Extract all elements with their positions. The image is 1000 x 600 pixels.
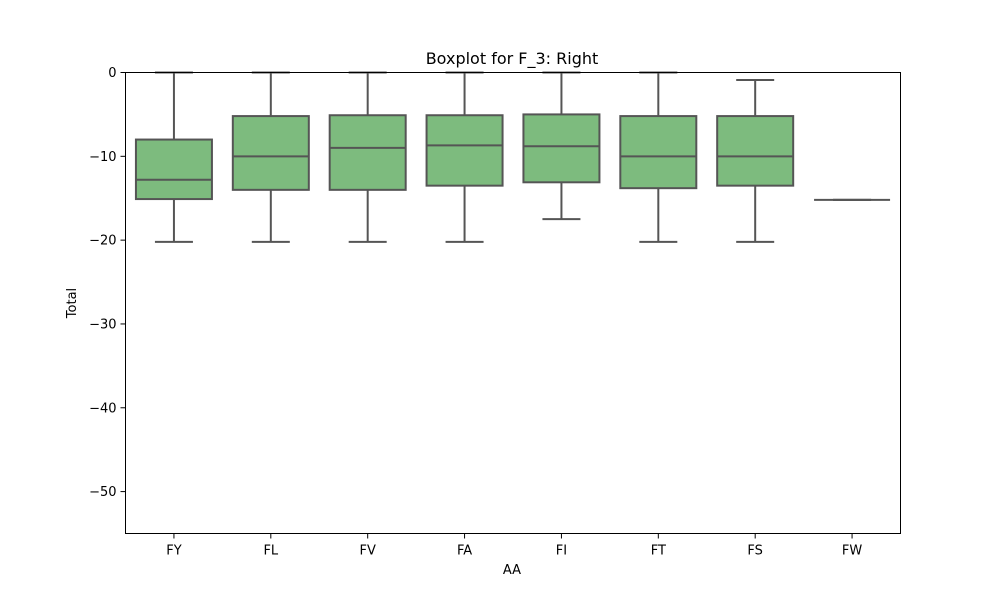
x-tick-label: FL	[263, 544, 278, 559]
x-tick-label: FV	[360, 544, 376, 559]
y-axis-label: Total	[65, 288, 80, 319]
box-fs	[716, 79, 795, 243]
box-body	[328, 114, 407, 191]
box-body	[425, 114, 504, 187]
box-fy	[134, 71, 213, 243]
x-tick-label: FS	[747, 544, 763, 559]
y-tick-label: 0	[108, 66, 116, 81]
box-body	[231, 115, 310, 191]
plot-area-frame	[125, 72, 901, 534]
x-tick-label: FA	[457, 544, 472, 559]
chart-title: Boxplot for F_3: Right	[426, 49, 599, 69]
y-tick-label: −10	[89, 150, 116, 165]
x-axis: FY FL FV FA FI FT FS FW	[166, 533, 862, 559]
box-body	[619, 115, 698, 190]
y-tick-label: −50	[89, 485, 116, 500]
boxes-layer	[134, 71, 891, 243]
box-fl	[231, 71, 310, 243]
y-axis: 0 −10 −20 −30 −40 −50	[89, 66, 126, 500]
box-fv	[328, 71, 407, 243]
box-ft	[619, 71, 698, 243]
x-axis-label: AA	[503, 563, 521, 578]
box-fi	[522, 71, 601, 221]
y-tick-label: −20	[89, 234, 116, 249]
box-fa	[425, 71, 504, 243]
y-tick-label: −40	[89, 401, 116, 416]
box-body	[134, 138, 213, 201]
x-tick-label: FW	[842, 544, 862, 559]
box-body	[716, 115, 795, 187]
x-tick-label: FY	[166, 544, 181, 559]
x-tick-label: FT	[651, 544, 666, 559]
x-tick-label: FI	[556, 544, 567, 559]
box-body	[522, 113, 601, 184]
y-tick-label: −30	[89, 317, 116, 332]
